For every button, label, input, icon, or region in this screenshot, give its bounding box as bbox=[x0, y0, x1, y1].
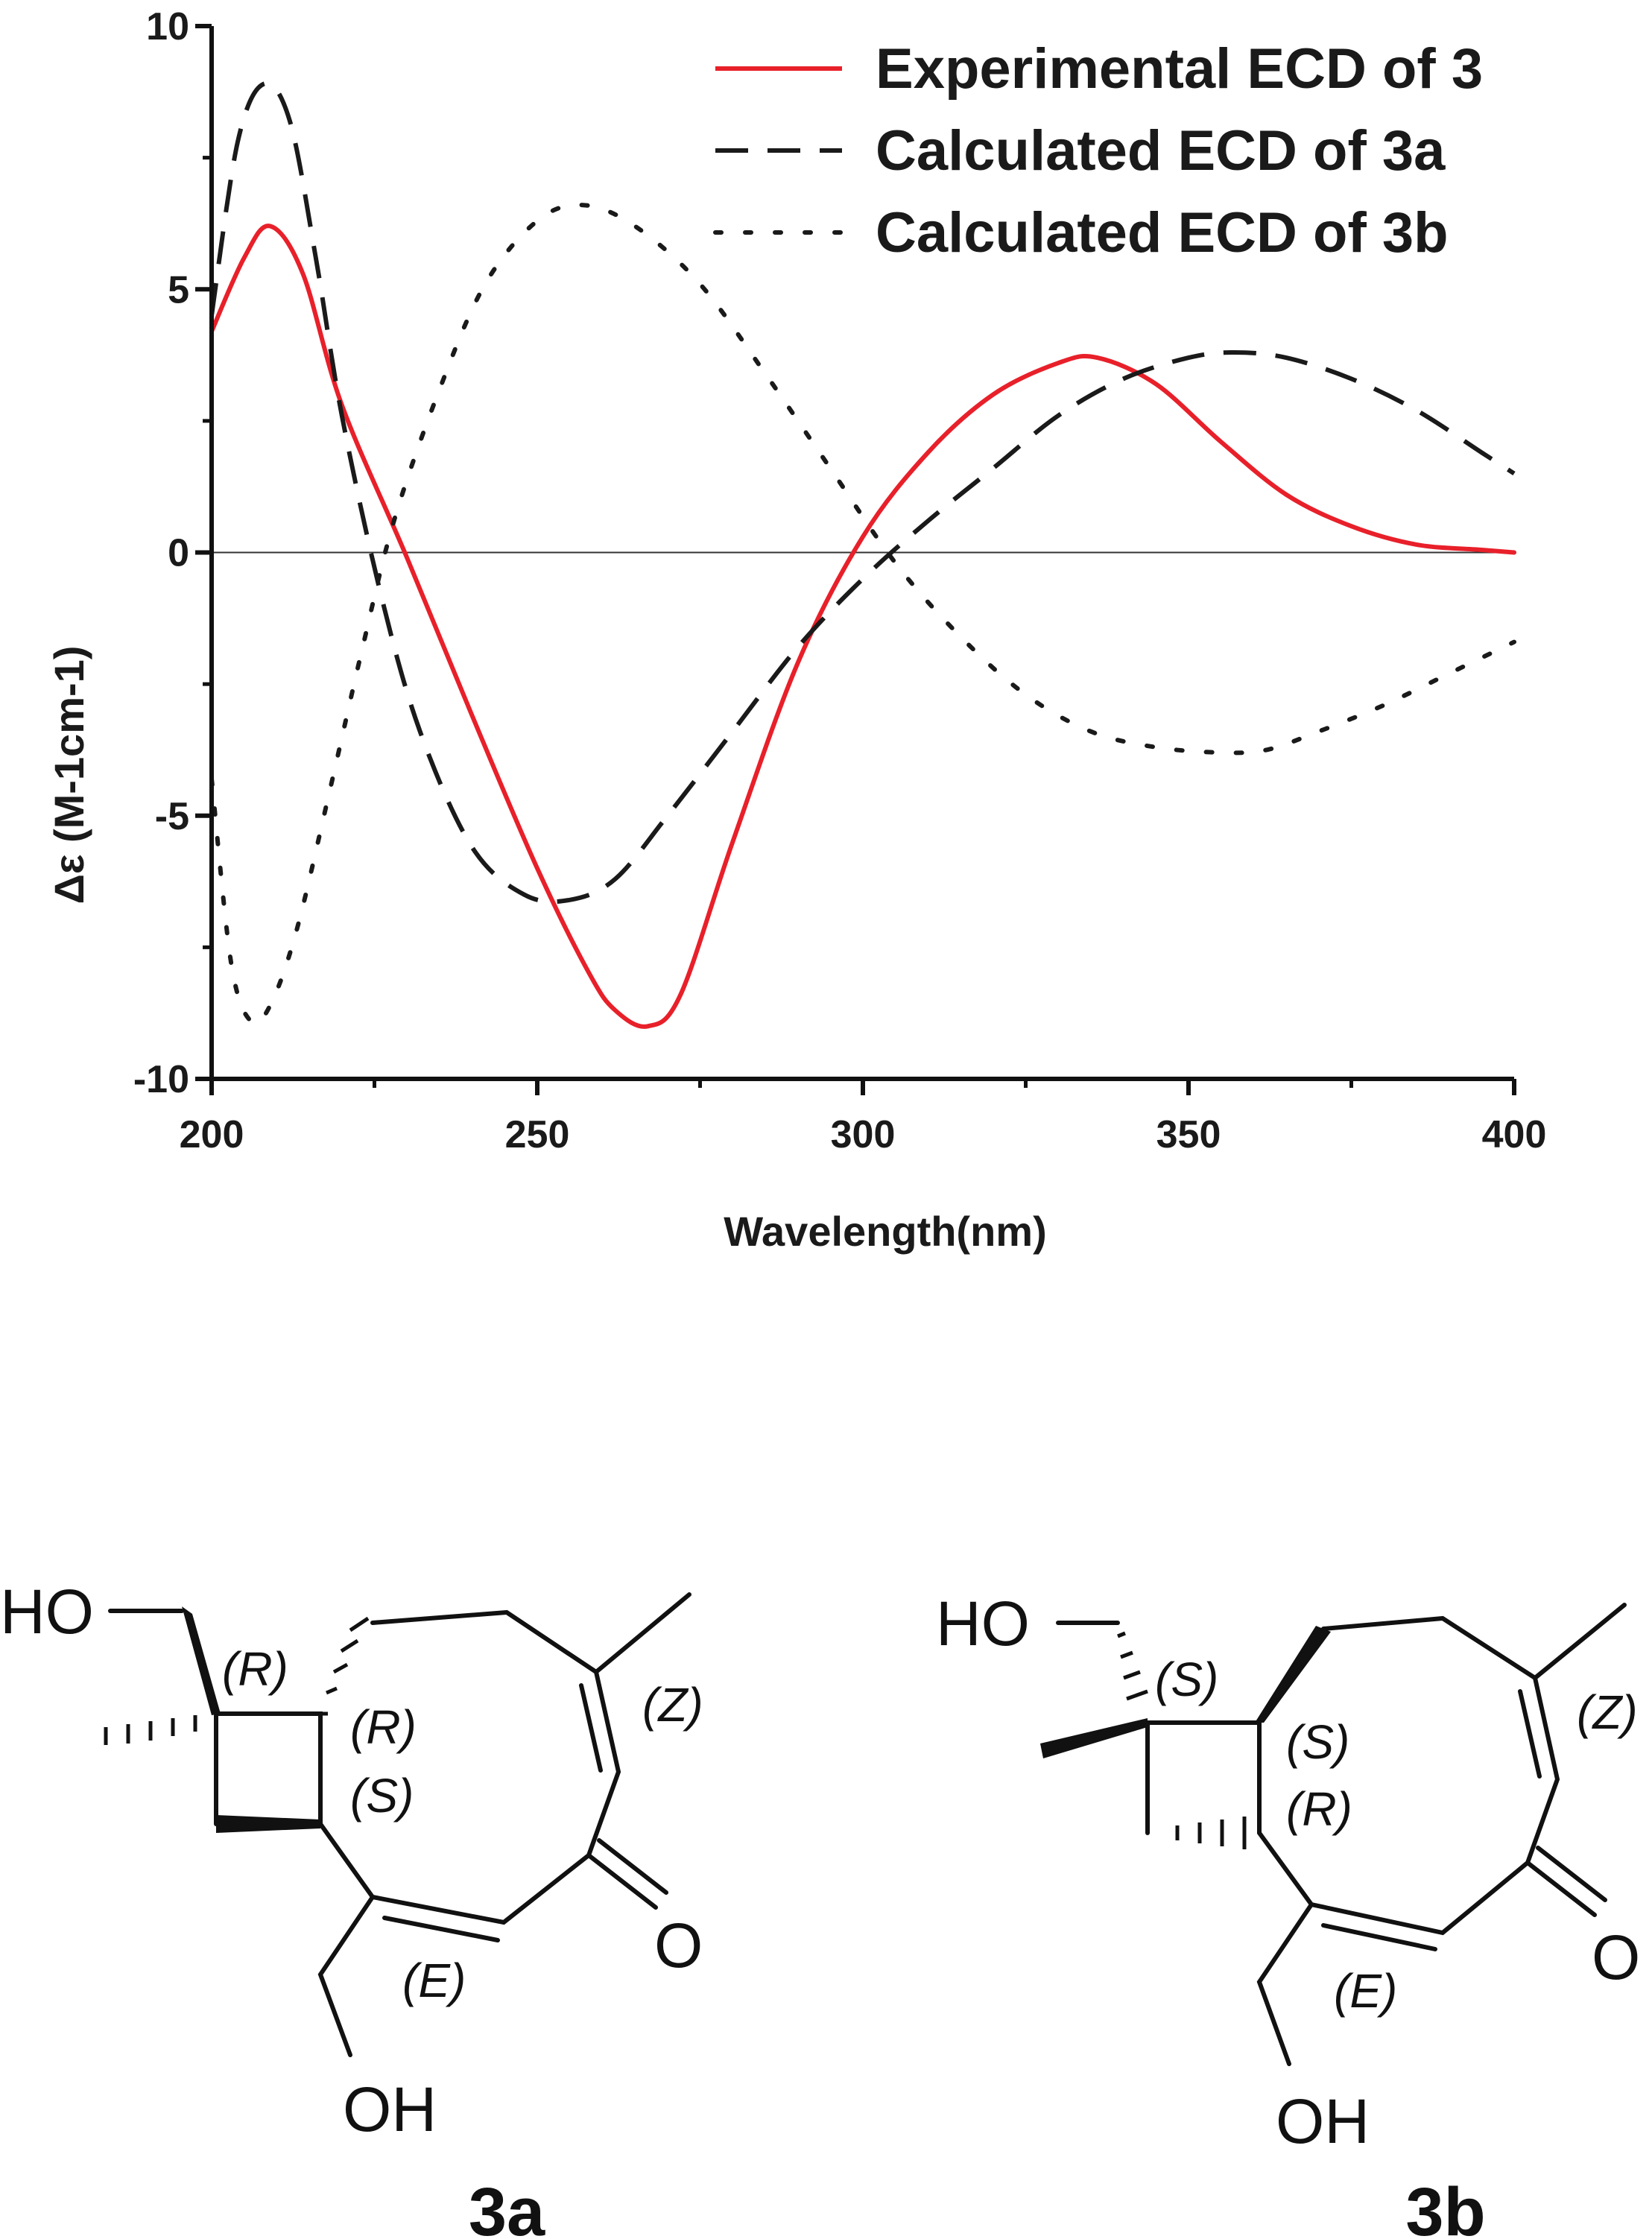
structure-3a-stereo-z: (Z) bbox=[642, 1678, 703, 1732]
chart-ticks bbox=[195, 24, 1516, 1095]
y-axis-title: Δε (M-1cm-1) bbox=[45, 646, 92, 905]
structure-3b-o-label: O bbox=[1592, 1922, 1640, 1992]
structure-3b-stereo-c3: (R) bbox=[1286, 1782, 1352, 1836]
series-line-1 bbox=[209, 224, 1516, 1029]
x-axis-title: Wavelength(nm) bbox=[724, 1208, 1046, 1255]
structure-3a-bonds bbox=[104, 1592, 692, 2057]
chart-legend: Experimental ECD of 3 Calculated ECD of 3… bbox=[713, 37, 1483, 265]
structure-3a-stereo-e: (E) bbox=[402, 1954, 466, 2007]
structure-3a-o-label: O bbox=[654, 1910, 703, 1980]
y-tick-label: 5 bbox=[168, 268, 189, 311]
chart-series-group bbox=[209, 80, 1516, 1029]
structure-3a-stereo-c2: (R) bbox=[350, 1700, 417, 1754]
structure-3b-stereo-c2: (S) bbox=[1286, 1715, 1349, 1769]
y-tick-label: -10 bbox=[133, 1058, 189, 1101]
structure-3b-bonds bbox=[1040, 1603, 1627, 2066]
structure-3a-oh-label: OH bbox=[343, 2074, 437, 2144]
structure-3a-ho-label: HO bbox=[0, 1577, 94, 1647]
structure-3a-stereo-c1: (R) bbox=[222, 1642, 288, 1696]
structure-3a-stereo-c3: (S) bbox=[350, 1769, 414, 1822]
structure-3b-stereo-z: (Z) bbox=[1577, 1685, 1638, 1739]
structure-3b: HO (S) (S) (R) (Z) (E) O OH 3b bbox=[936, 1589, 1640, 2239]
series-line-2 bbox=[209, 80, 1516, 905]
legend-label-3: Calculated ECD of 3b bbox=[876, 201, 1449, 265]
structure-3b-stereo-e: (E) bbox=[1334, 1964, 1397, 2018]
x-tick-label: 250 bbox=[505, 1113, 570, 1156]
structure-3a-label: 3a bbox=[469, 2174, 545, 2239]
y-tick-label: 0 bbox=[168, 532, 189, 575]
x-tick-label: 400 bbox=[1482, 1113, 1547, 1156]
legend-label-2: Calculated ECD of 3a bbox=[876, 119, 1446, 183]
x-tick-label: 300 bbox=[831, 1113, 896, 1156]
structure-3a: HO (R) (R) (S) (Z) (E) O OH 3a bbox=[0, 1577, 703, 2239]
x-tick-label: 350 bbox=[1156, 1113, 1221, 1156]
structure-3b-label: 3b bbox=[1405, 2174, 1485, 2239]
legend-label-1: Experimental ECD of 3 bbox=[876, 37, 1483, 101]
y-tick-label: 10 bbox=[146, 5, 189, 48]
x-tick-label: 200 bbox=[180, 1113, 244, 1156]
structure-3b-stereo-c1: (S) bbox=[1155, 1653, 1218, 1706]
tick-labels: 200 250 300 350 400 10 5 0 -5 -10 bbox=[133, 5, 1547, 1156]
y-tick-label: -5 bbox=[155, 795, 189, 838]
structure-3b-ho-label: HO bbox=[936, 1589, 1030, 1659]
structure-3b-oh-label: OH bbox=[1276, 2086, 1370, 2156]
series-line-3 bbox=[209, 203, 1516, 1026]
